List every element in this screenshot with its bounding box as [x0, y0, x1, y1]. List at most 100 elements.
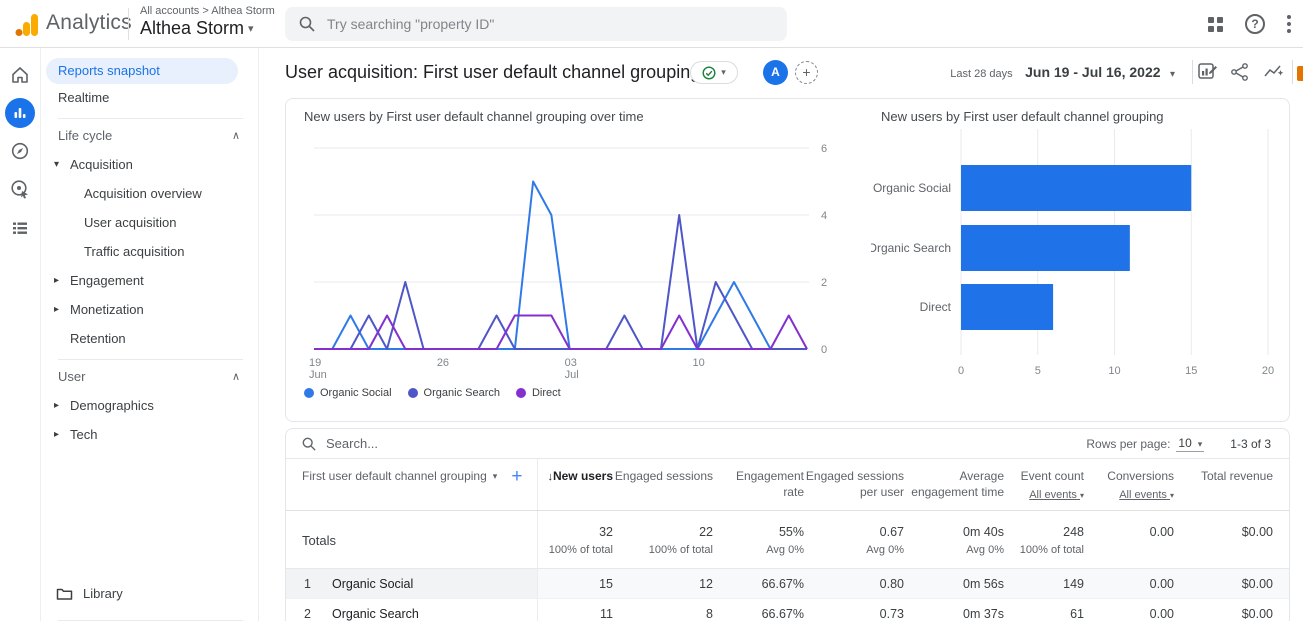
totals-total-revenue: $0.00: [1241, 525, 1273, 539]
svg-text:15: 15: [1185, 365, 1197, 377]
chevron-down-icon: ▾: [721, 67, 726, 77]
column-header-new-users[interactable]: ↓New users: [547, 469, 613, 483]
column-header-average-engagement-time[interactable]: Average engagement time: [911, 469, 1004, 499]
column-header-engaged-sessions[interactable]: Engaged sessions: [614, 469, 713, 483]
collapsed-triangle-icon: ▸: [54, 304, 60, 315]
table-header-row: First user default channel grouping ▾ + …: [286, 459, 1289, 511]
analytics-logo-icon[interactable]: [14, 12, 40, 38]
nav-traffic-acquisition[interactable]: Traffic acquisition: [84, 244, 185, 259]
column-header-engagement-rate[interactable]: Engagement rate: [735, 469, 804, 499]
column-header-total-revenue[interactable]: Total revenue: [1200, 469, 1273, 483]
legend-item-organic-search[interactable]: Organic Search: [407, 387, 500, 399]
nav-acquisition[interactable]: ▾ Acquisition: [42, 152, 258, 178]
chevron-down-icon: ▾: [1169, 490, 1174, 500]
bar-chart-title: New users by First user default channel …: [881, 109, 1164, 124]
collapsed-triangle-icon: ▸: [54, 275, 60, 286]
legend-dot: [407, 388, 418, 398]
insights-icon[interactable]: [1263, 62, 1285, 82]
divider: [58, 118, 243, 119]
event-filter-link[interactable]: All events ▾: [1029, 488, 1084, 501]
rows-per-page-select[interactable]: 10 ▾: [1176, 435, 1205, 452]
collapse-chevron-icon: ∧: [231, 371, 240, 383]
nav-section-life-cycle[interactable]: Life cycle ∧: [42, 123, 258, 149]
nav-realtime[interactable]: Realtime: [58, 90, 110, 105]
nav-engagement[interactable]: ▸ Engagement: [42, 268, 258, 294]
divider: [128, 8, 129, 40]
svg-text:2: 2: [821, 277, 827, 289]
nav-section-user[interactable]: User ∧: [42, 364, 258, 390]
folder-icon: [56, 588, 73, 600]
customize-report-icon[interactable]: [1197, 62, 1217, 82]
dimension-column-header[interactable]: First user default channel grouping ▾ +: [286, 459, 538, 510]
collapsed-triangle-icon: ▸: [54, 400, 60, 411]
svg-text:4: 4: [821, 210, 827, 222]
insights-panel-icon[interactable]: [1297, 66, 1303, 81]
collapsed-triangle-icon: ▸: [54, 429, 60, 440]
chevron-down-icon: ▾: [1079, 490, 1084, 500]
chevron-down-icon: ▾: [1169, 69, 1175, 80]
more-menu-icon[interactable]: [1287, 15, 1291, 33]
legend-item-direct[interactable]: Direct: [515, 387, 561, 399]
table-totals-row: Totals 32 100% of total 22 100% of total 5…: [286, 511, 1289, 569]
legend-item-organic-social[interactable]: Organic Social: [304, 387, 392, 399]
data-quality-pill[interactable]: ▾: [690, 61, 738, 84]
line-chart-title: New users by First user default channel …: [304, 109, 644, 124]
home-icon[interactable]: [5, 60, 35, 90]
icon-rail: [0, 48, 41, 621]
nav-tech[interactable]: ▸ Tech: [42, 422, 258, 448]
search-input[interactable]: [327, 16, 747, 32]
svg-text:20: 20: [1262, 365, 1274, 377]
totals-event-count: 248 100% of total: [1019, 525, 1084, 556]
totals-new-users: 32 100% of total: [548, 525, 613, 556]
top-app-bar: Analytics All accounts > Althea Storm Al…: [0, 0, 1303, 48]
report-table-card: Rows per page: 10▾ 1-3 of 3 First user d…: [285, 428, 1290, 621]
reports-icon-active[interactable]: [5, 98, 35, 128]
table-search[interactable]: [302, 436, 1086, 451]
collaborator-avatar[interactable]: A: [763, 60, 788, 85]
svg-text:10: 10: [1108, 365, 1120, 377]
explore-icon[interactable]: [5, 136, 35, 166]
advertising-icon[interactable]: [5, 174, 35, 204]
report-nav: Reports snapshot Realtime Life cycle ∧ ▾ A…: [42, 48, 259, 621]
help-icon[interactable]: ?: [1245, 14, 1265, 34]
svg-text:Organic Social: Organic Social: [873, 181, 951, 195]
conversion-filter-link[interactable]: All events ▾: [1119, 488, 1174, 501]
totals-average-engagement-time: 0m 40s Avg 0%: [963, 525, 1004, 556]
divider: [1292, 60, 1293, 84]
nav-monetization[interactable]: ▸ Monetization: [42, 297, 258, 323]
nav-demographics[interactable]: ▸ Demographics: [42, 393, 258, 419]
legend-dot: [304, 388, 314, 398]
divider: [58, 359, 243, 360]
configure-icon[interactable]: [5, 213, 35, 243]
add-collaborator-button[interactable]: +: [795, 61, 818, 84]
share-icon[interactable]: [1230, 62, 1250, 82]
add-dimension-button[interactable]: +: [511, 466, 523, 487]
table-search-input[interactable]: [326, 436, 526, 451]
apps-grid-icon[interactable]: [1208, 16, 1223, 32]
date-range-picker[interactable]: Last 28 days Jun 19 - Jul 16, 2022 ▾: [950, 64, 1175, 80]
page-title: User acquisition: First user default cha…: [285, 62, 701, 82]
bar-chart[interactable]: 0 5 10 15 20 Organic Social Organic Search Dire…: [871, 127, 1289, 385]
global-search[interactable]: [285, 7, 787, 41]
nav-user-acquisition[interactable]: User acquisition: [84, 215, 177, 230]
account-picker[interactable]: Althea Storm ▾: [140, 18, 254, 38]
svg-text:6: 6: [821, 143, 827, 155]
nav-reports-snapshot[interactable]: Reports snapshot: [46, 58, 238, 84]
svg-text:Jul: Jul: [565, 369, 579, 381]
table-row[interactable]: 1 Organic Social 15 12 66.67% 0.80 0m 56s…: [286, 569, 1289, 599]
column-header-conversions[interactable]: Conversions All events ▾: [1084, 459, 1174, 510]
pagination-range: 1-3 of 3: [1230, 436, 1271, 451]
nav-library[interactable]: Library: [56, 586, 123, 601]
svg-text:5: 5: [1035, 365, 1041, 377]
svg-text:0: 0: [821, 344, 827, 356]
nav-retention[interactable]: Retention: [70, 331, 126, 346]
breadcrumb[interactable]: All accounts > Althea Storm: [140, 5, 275, 17]
nav-acquisition-overview[interactable]: Acquisition overview: [84, 186, 202, 201]
column-header-engaged-sessions-per-user[interactable]: Engaged sessions per user: [805, 469, 904, 499]
column-header-event-count[interactable]: Event count All events ▾: [1004, 459, 1084, 510]
charts-card: New users by First user default channel …: [285, 98, 1290, 422]
search-icon: [299, 16, 315, 32]
table-row[interactable]: 2 Organic Search 11 8 66.67% 0.73 0m 37s …: [286, 599, 1289, 621]
